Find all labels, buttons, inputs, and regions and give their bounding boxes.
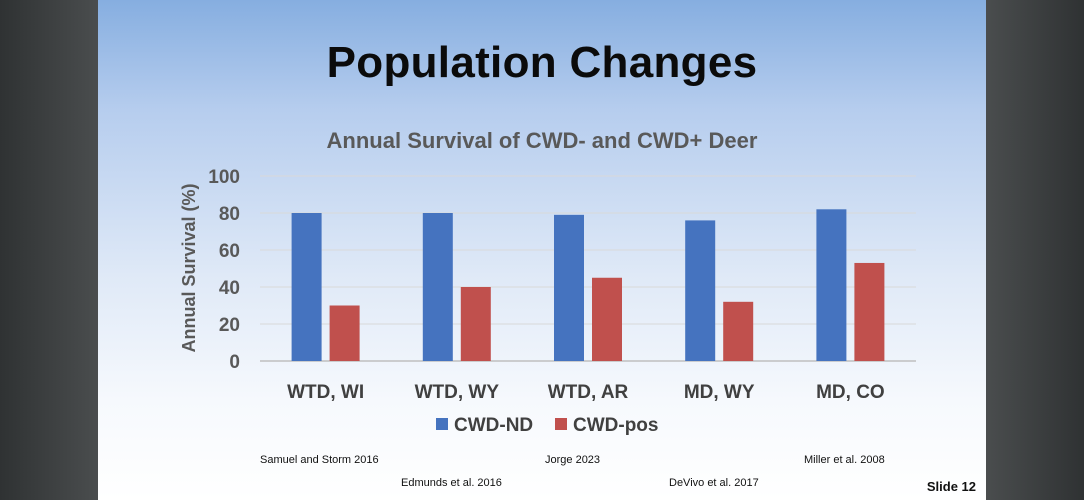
slide: Population Changes Annual Survival of CW… [98, 0, 986, 500]
slide-number: Slide 12 [926, 479, 976, 494]
bar-cwd-nd-4 [816, 209, 847, 361]
chart-title: Annual Survival of CWD- and CWD+ Deer [327, 128, 758, 153]
bar-cwd-nd-1 [422, 213, 453, 361]
y-tick-label: 100 [208, 167, 240, 188]
left-border [0, 0, 98, 500]
bar-cwd-pos-1 [460, 287, 491, 361]
x-category-label: MD, WY [684, 382, 755, 403]
citation-devivo: DeVivo et al. 2017 [669, 477, 759, 489]
y-tick-label: 80 [219, 204, 240, 225]
x-category-label: WTD, WI [287, 382, 364, 403]
bar-cwd-nd-2 [554, 214, 584, 361]
bar-cwd-pos-4 [854, 262, 885, 361]
bar-cwd-pos-3 [723, 301, 754, 361]
bar-chart: Annual Survival of CWD- and CWD+ Deer 0 20… [179, 128, 916, 436]
y-tick-label: 40 [219, 278, 240, 299]
x-category-label: MD, CO [816, 382, 885, 403]
bar-cwd-nd-3 [685, 220, 716, 361]
y-tick-label: 60 [219, 241, 240, 262]
right-border [986, 0, 1084, 500]
y-axis-label: Annual Survival (%) [179, 183, 199, 352]
citation-miller: Miller et al. 2008 [804, 454, 885, 466]
legend-label-cwd-nd: CWD-ND [454, 415, 533, 436]
legend-swatch-cwd-nd [436, 418, 448, 430]
bar-cwd-nd-0 [291, 213, 322, 361]
x-category-label: WTD, WY [415, 382, 500, 403]
slide-title: Population Changes [326, 38, 758, 87]
bar-cwd-pos-0 [329, 305, 360, 361]
x-category-label: WTD, AR [548, 382, 629, 403]
legend-label-cwd-pos: CWD-pos [573, 415, 658, 436]
citation-samuel-storm: Samuel and Storm 2016 [260, 454, 379, 466]
citation-edmunds: Edmunds et al. 2016 [401, 477, 502, 489]
y-tick-label: 0 [229, 352, 240, 373]
y-tick-label: 20 [219, 315, 240, 336]
bar-cwd-pos-2 [592, 277, 622, 361]
legend-swatch-cwd-pos [555, 418, 567, 430]
citation-jorge: Jorge 2023 [545, 454, 601, 466]
